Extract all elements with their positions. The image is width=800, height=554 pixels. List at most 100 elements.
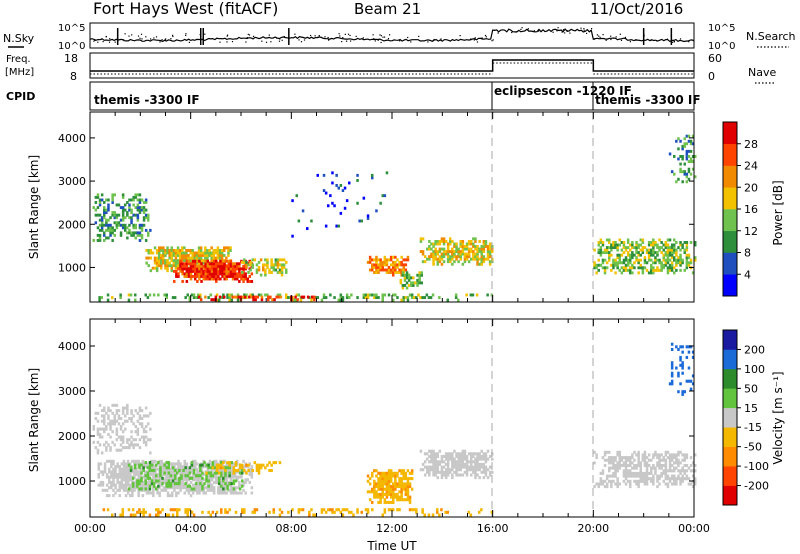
power-cell [664,246,668,250]
noise-search-label: N.Search [746,30,796,43]
velocity-cell [133,486,136,490]
velocity-cell [92,425,95,429]
x-tick-label: 00:00 [74,522,106,535]
velocity-cell [373,492,376,496]
power-cell [383,260,387,264]
velocity-cell [610,479,613,483]
noise-search-point [389,34,391,36]
velocity-cell [167,461,171,465]
velocity-cell [687,350,691,354]
noise-search-point [407,36,409,39]
power-cell [668,268,672,272]
power-cell [160,254,163,257]
power-cell [421,296,424,300]
power-cell [599,248,603,252]
velocity-cell [278,461,282,465]
velocity-cell [118,473,121,477]
y-tick-label: 4000 [58,340,86,353]
velocity-cell [124,475,128,479]
velocity-cell [142,510,145,514]
power-cell [593,248,596,252]
velocity-cell [426,465,429,469]
velocity-cell [131,467,134,471]
power-cell [199,296,202,300]
power-cell [381,293,384,297]
noise-search-point [155,36,158,38]
noise-search-point [560,29,562,31]
power-cell [360,219,363,223]
power-cell [670,253,674,257]
velocity-cell [157,508,160,512]
power-cell [170,256,173,260]
power-cell [647,248,651,252]
y-tick-label: 2000 [58,430,86,443]
power-cell [449,240,452,243]
velocity-cell [377,471,380,475]
power-cell [679,241,682,244]
velocity-cell [147,473,151,477]
velocity-cell [664,458,668,462]
velocity-cell [227,488,231,492]
velocity-cell [134,466,137,470]
power-cell [685,266,689,270]
power-cell [219,277,222,281]
velocity-cell [176,510,179,514]
power-cell [348,296,351,300]
velocity-cell [426,468,429,472]
velocity-cell [377,492,380,496]
power-cell [331,201,334,205]
velocity-cell [419,468,423,472]
power-cell [440,247,444,251]
velocity-cell [440,470,444,474]
velocity-cell [472,460,475,464]
power-cell [451,262,454,266]
power-cell [459,242,462,246]
power-cell [420,281,423,285]
velocity-cell [681,390,684,394]
power-cell [406,255,410,259]
velocity-cell [122,473,126,477]
velocity-cell [392,495,395,499]
power-cell [206,254,209,257]
noise-search-point [281,39,283,41]
velocity-cell [480,449,483,453]
power-cell [176,254,180,257]
velocity-cell [168,462,172,466]
velocity-cell [683,458,686,462]
velocity-cell [222,476,225,480]
velocity-cell [366,474,370,478]
power-cell [187,267,191,271]
velocity-cell [470,455,473,459]
power-cell [639,263,642,267]
velocity-cell [241,471,244,475]
power-cell [622,258,626,262]
power-cell [683,172,686,176]
velocity-cell [480,457,483,461]
power-cell [593,261,596,265]
velocity-cell [233,475,237,479]
power-cell [666,261,670,265]
velocity-cell [616,450,619,454]
velocity-cell [141,475,145,479]
velocity-cell [400,479,403,483]
power-cell [111,231,114,235]
power-cell [463,257,467,261]
velocity-cell [145,488,149,492]
velocity-cell [240,475,243,479]
power-cell [416,278,419,282]
velocity-cell [389,479,393,483]
velocity-cell [158,462,161,466]
velocity-cell [96,430,100,434]
velocity-cell [118,470,121,474]
power-cell [134,213,137,217]
velocity-cell [213,471,217,475]
velocity-cell [442,465,446,469]
velocity-cell [486,476,490,480]
velocity-cell [470,462,473,466]
velocity-cell [681,392,684,396]
velocity-cell [119,435,123,439]
velocity-cell [455,452,458,456]
velocity-cell [616,477,619,481]
velocity-cell [664,461,668,465]
velocity-cell [152,459,155,463]
